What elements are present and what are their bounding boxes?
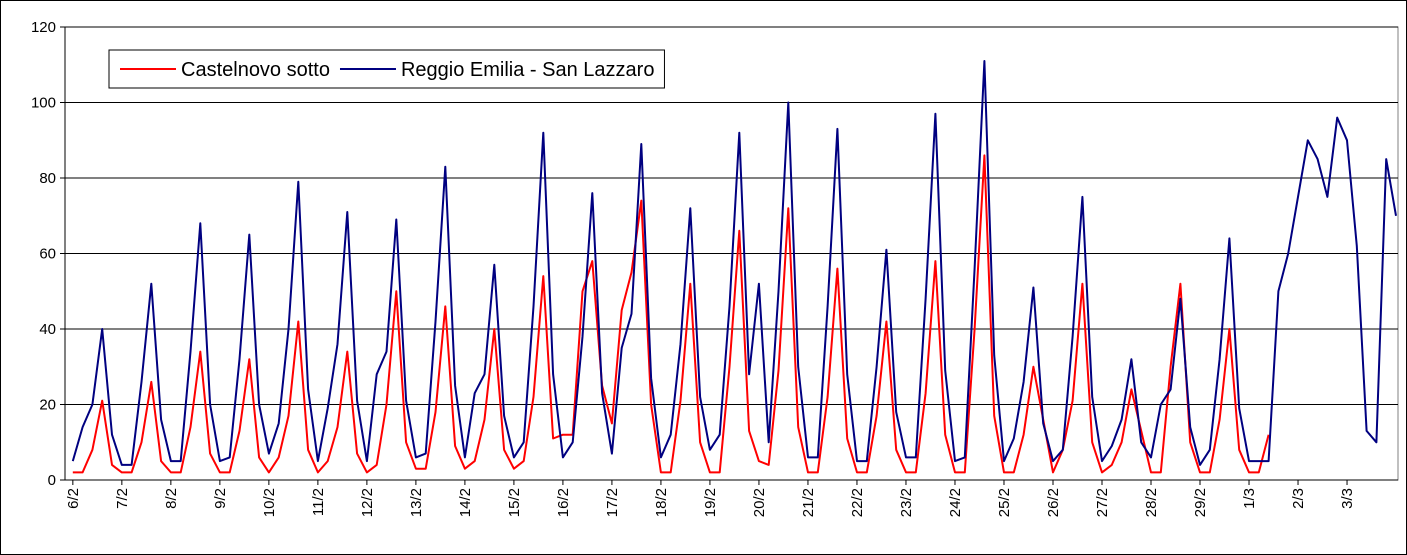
x-tick-label: 15/2 (506, 488, 523, 517)
y-tick-label: 60 (39, 246, 56, 263)
x-tick-label: 26/2 (1045, 488, 1062, 517)
x-tick-label: 19/2 (702, 488, 719, 517)
x-tick-label: 24/2 (947, 488, 964, 517)
y-tick-label: 80 (39, 170, 56, 187)
line-series (71, 60, 1397, 466)
x-tick-label: 11/2 (310, 488, 327, 516)
legend-label: Reggio Emilia - San Lazzaro (401, 59, 654, 81)
x-tick-label: 28/2 (1143, 488, 1160, 517)
x-tick-label: 1/3 (1241, 488, 1258, 509)
legend-label: Castelnovo sotto (181, 59, 330, 81)
legend: Castelnovo sotto Reggio Emilia - San Lazz… (108, 49, 665, 89)
x-tick-label: 12/2 (359, 488, 376, 517)
x-tick-label: 9/2 (212, 488, 229, 509)
x-tick-label: 14/2 (457, 488, 474, 517)
y-tick-label: 20 (39, 397, 56, 414)
x-tick-label: 2/3 (1290, 488, 1307, 509)
x-tick-label: 22/2 (849, 488, 866, 517)
y-tick-label: 40 (39, 321, 56, 338)
x-tick-label: 29/2 (1192, 488, 1209, 517)
x-tick-label: 13/2 (408, 488, 425, 517)
x-tick-label: 7/2 (114, 488, 131, 509)
x-tick-label: 20/2 (751, 488, 768, 517)
y-tick-label: 120 (31, 19, 56, 36)
x-tick-label: 6/2 (65, 488, 82, 509)
line-series (72, 154, 1270, 474)
x-tick-label: 27/2 (1094, 488, 1111, 517)
x-tick-label: 25/2 (996, 488, 1013, 517)
x-tick-label: 18/2 (653, 488, 670, 517)
x-tick-label: 16/2 (555, 488, 572, 517)
y-tick-label: 100 (31, 95, 56, 112)
x-tick-label: 10/2 (261, 488, 278, 517)
x-tick-label: 17/2 (604, 488, 621, 517)
x-tick-label: 23/2 (898, 488, 915, 517)
x-tick-label: 21/2 (800, 488, 817, 517)
x-tick-label: 8/2 (163, 488, 180, 509)
x-tick-label: 3/3 (1339, 488, 1356, 509)
y-tick-label: 0 (48, 472, 56, 489)
